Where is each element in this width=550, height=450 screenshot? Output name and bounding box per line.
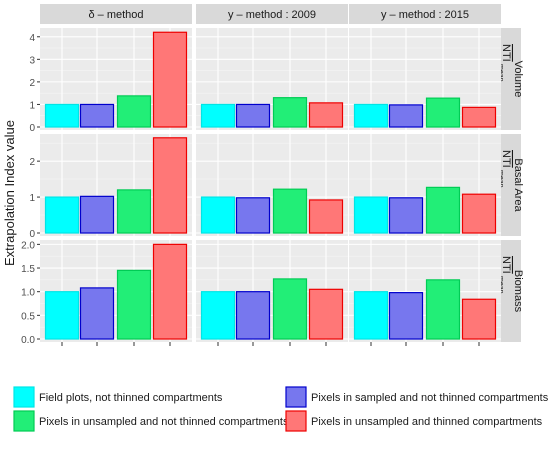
bar	[79, 195, 115, 234]
bar	[152, 137, 188, 234]
bar	[461, 193, 497, 234]
bar	[308, 199, 344, 234]
bar	[44, 196, 80, 234]
legend-label: Field plots, not thinned compartments	[39, 392, 223, 404]
y-tick-label: 1.5	[21, 264, 35, 275]
column-strip	[196, 4, 348, 24]
y-tick-label: 0	[29, 229, 35, 240]
bar	[388, 197, 424, 234]
bar	[308, 288, 344, 340]
bar	[425, 279, 461, 340]
y-tick-label: 2	[29, 157, 35, 168]
bar	[235, 291, 271, 340]
bar	[200, 196, 236, 234]
y-tick-label: 0	[29, 123, 35, 134]
legend-swatch	[13, 410, 35, 432]
row-strip	[501, 28, 521, 130]
bar	[272, 97, 308, 128]
bar	[425, 97, 461, 128]
bar	[116, 189, 152, 234]
bar	[308, 102, 344, 128]
column-strip-label: δ – method	[88, 9, 143, 21]
bar	[116, 95, 152, 128]
row-strip	[501, 134, 521, 236]
bar	[353, 196, 389, 234]
column-strip-label: y – method : 2015	[381, 9, 469, 21]
bar	[353, 103, 389, 128]
bar	[79, 103, 115, 128]
bar	[272, 278, 308, 340]
bar	[44, 103, 80, 128]
bar	[116, 269, 152, 340]
row-strip-nti-label: NTI	[500, 256, 512, 274]
y-tick-label: 1.0	[21, 288, 35, 299]
y-tick-label: 4	[29, 33, 35, 44]
bar	[152, 31, 188, 128]
bar	[200, 291, 236, 340]
bar	[152, 243, 188, 340]
y-tick-label: 1	[29, 193, 35, 204]
row-strip-label: Basal Area	[512, 158, 524, 212]
legend-swatch	[13, 386, 35, 408]
y-tick-label: 3	[29, 55, 35, 66]
bar	[461, 298, 497, 340]
bar	[44, 291, 80, 340]
row-strip-nti-label: NTI	[500, 150, 512, 168]
y-tick-label: 2	[29, 78, 35, 89]
legend-swatch	[285, 410, 307, 432]
bar	[388, 104, 424, 128]
bar	[79, 287, 115, 340]
column-strip	[40, 4, 192, 24]
row-strip-label: Volume	[512, 61, 524, 98]
bar	[235, 197, 271, 234]
y-axis-title: Extrapolation Index value	[2, 120, 17, 266]
row-strip-nti-label: NTI	[500, 44, 512, 62]
bar	[353, 291, 389, 340]
legend-label: Pixels in unsampled and thinned compartm…	[311, 416, 543, 428]
column-strip-label: y – method : 2009	[228, 9, 316, 21]
y-tick-label: 2.0	[21, 240, 35, 251]
y-tick-label: 0.5	[21, 311, 35, 322]
legend-swatch	[285, 386, 307, 408]
bar	[235, 103, 271, 128]
row-strip-label: Biomass	[512, 270, 524, 313]
bar	[388, 292, 424, 340]
bar	[200, 103, 236, 128]
bar	[425, 186, 461, 234]
legend-label: Pixels in sampled and not thinned compar…	[311, 392, 549, 404]
y-tick-label: 0.0	[21, 335, 35, 346]
column-strip	[349, 4, 501, 24]
legend-label: Pixels in unsampled and not thinned comp…	[39, 416, 289, 428]
row-strip	[501, 240, 521, 342]
bar	[272, 188, 308, 234]
y-tick-label: 1	[29, 100, 35, 111]
bar	[461, 106, 497, 128]
